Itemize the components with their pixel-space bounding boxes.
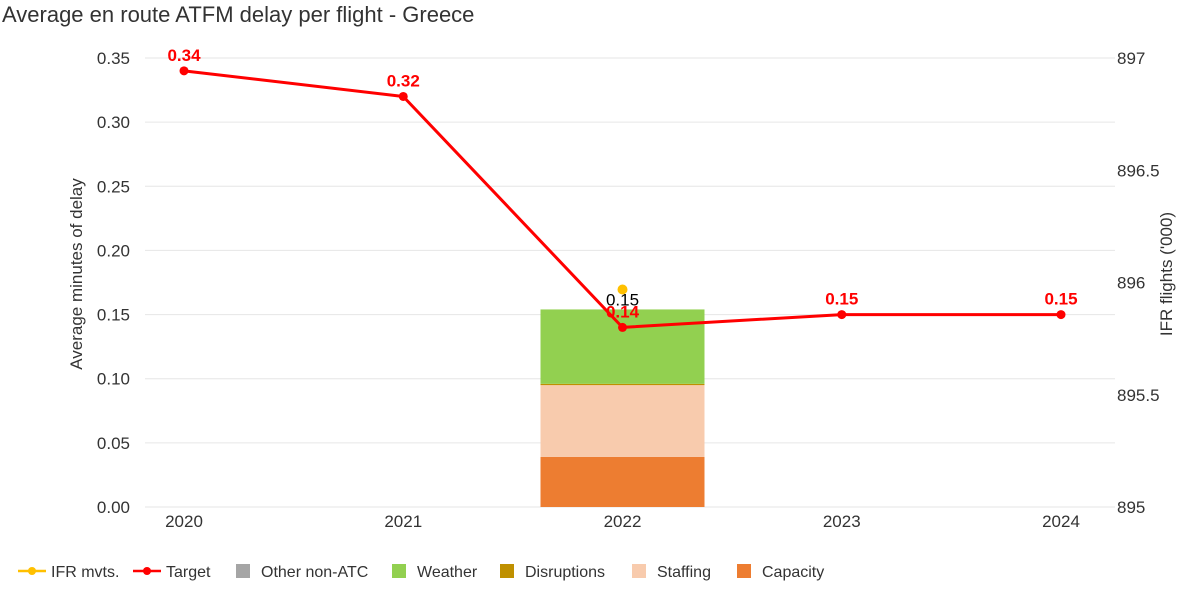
bar-weather (540, 309, 705, 384)
y-tick-label: 0.30 (97, 113, 130, 132)
x-tick-label: 2020 (165, 512, 203, 531)
bar-capacity (540, 456, 705, 507)
ifr-point (617, 284, 628, 295)
bar-disruptions (540, 383, 705, 386)
y-tick-label: 0.15 (97, 306, 130, 325)
legend-target-label: Target (166, 564, 211, 581)
target-point (1056, 310, 1066, 320)
legend-ifr-mvts--marker (28, 567, 36, 575)
target-value-label: 0.15 (1044, 290, 1077, 309)
bar-layer (540, 309, 705, 507)
bar-total-label: 0.15 (606, 290, 639, 309)
legend-weather-swatch (392, 564, 406, 578)
y-axis-label: Average minutes of delay (67, 178, 86, 370)
legend: IFR mvts. Target Other non-ATC Weather Disru… (18, 564, 824, 581)
legend-capacity-swatch (737, 564, 751, 578)
y-tick-label: 0.25 (97, 177, 130, 196)
y-tick-label: 0.20 (97, 241, 130, 260)
x-tick-label: 2021 (384, 512, 422, 531)
target-value-label: 0.32 (387, 71, 420, 90)
target-point (179, 66, 189, 76)
legend-other-non-atc-swatch (236, 564, 250, 578)
y-tick-label: 0.05 (97, 434, 130, 453)
x-tick-label: 2022 (604, 512, 642, 531)
y-tick-label: 0.10 (97, 370, 130, 389)
legend-ifr-mvts--label: IFR mvts. (51, 564, 119, 581)
y2-tick-label: 895.5 (1117, 386, 1160, 405)
legend-target-marker (143, 567, 151, 575)
axis-layer: 0.00 0.05 0.10 0.15 0.20 0.25 0.30 0.35 895 895.5… (97, 49, 1160, 531)
y-tick-label: 0.00 (97, 498, 130, 517)
y2-tick-label: 897 (1117, 49, 1145, 68)
y2-tick-label: 896 (1117, 274, 1145, 293)
legend-disruptions-label: Disruptions (525, 564, 605, 581)
y2-axis-label: IFR flights ('000) (1157, 212, 1176, 336)
target-value-label: 0.34 (167, 46, 201, 65)
target-point (398, 91, 408, 101)
legend-staffing-label: Staffing (657, 564, 711, 581)
legend-other-non-atc-label: Other non-ATC (261, 564, 368, 581)
y-tick-label: 0.35 (97, 49, 130, 68)
x-tick-label: 2024 (1042, 512, 1080, 531)
legend-disruptions-swatch (500, 564, 514, 578)
y2-tick-label: 895 (1117, 498, 1145, 517)
chart-title: Average en route ATFM delay per flight -… (2, 2, 474, 27)
line-layer: 0.150.340.320.140.15 0.15 (167, 46, 1078, 332)
y2-tick-label: 896.5 (1117, 161, 1160, 180)
bar-staffing (540, 385, 705, 457)
target-value-label: 0.14 (606, 302, 640, 321)
x-tick-label: 2023 (823, 512, 861, 531)
legend-capacity-label: Capacity (762, 564, 824, 581)
legend-staffing-swatch (632, 564, 646, 578)
target-value-label: 0.15 (825, 290, 858, 309)
target-point (618, 322, 627, 332)
target-point (837, 310, 847, 320)
legend-weather-label: Weather (417, 564, 478, 581)
